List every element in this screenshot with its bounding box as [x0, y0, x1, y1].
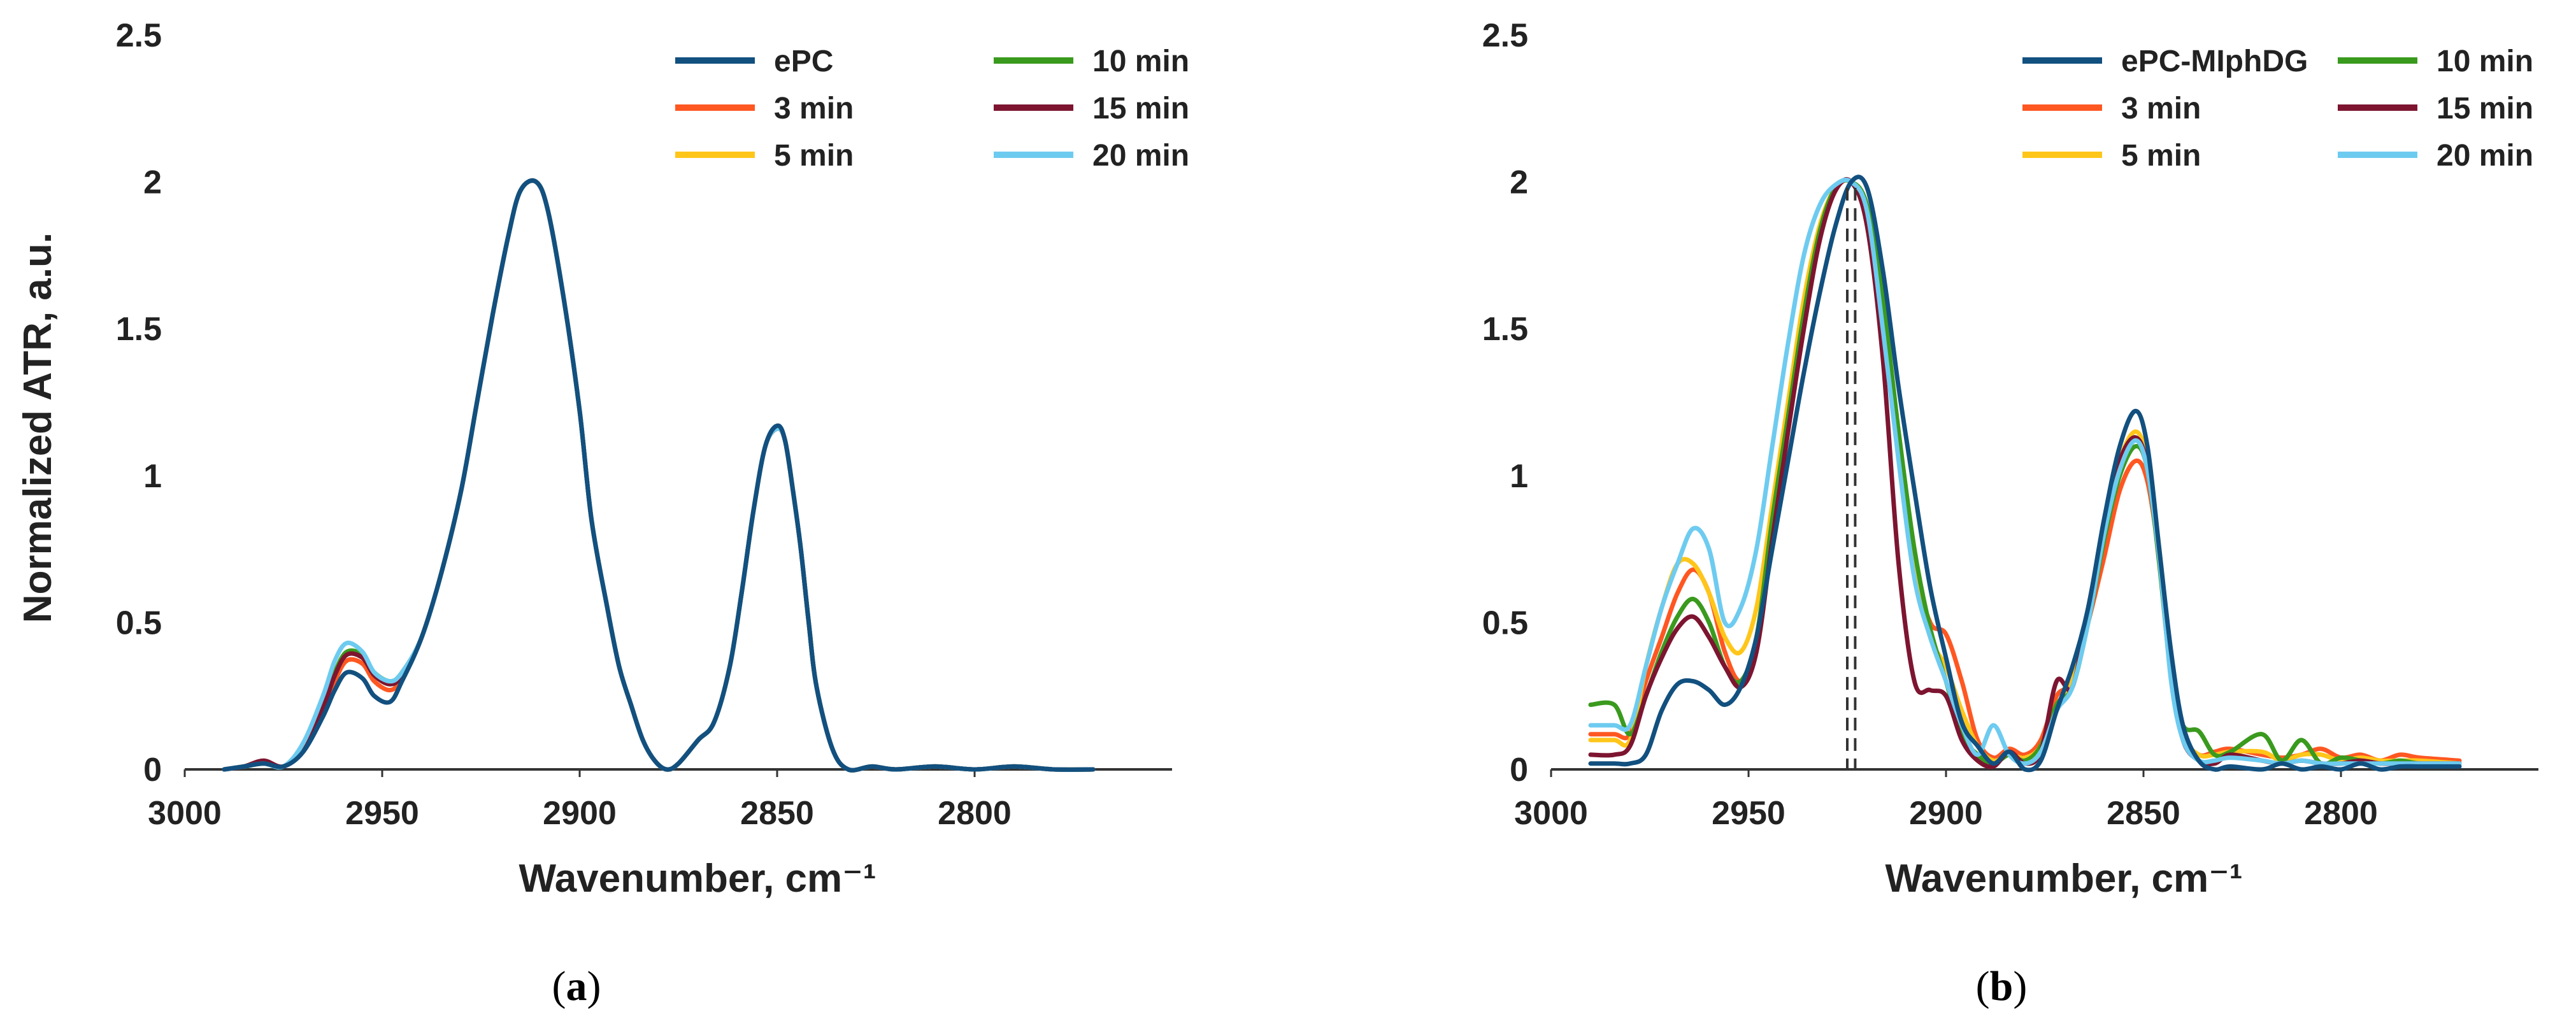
y-tick-label: 0.5 — [1482, 604, 1528, 641]
x-tick-label: 2850 — [740, 795, 814, 832]
series-line-20-min — [222, 178, 1096, 773]
legend-label: 15 min — [1092, 92, 1189, 125]
y-axis-title: Normalized ATR, a.u. — [16, 232, 60, 623]
legend-label: 10 min — [1092, 45, 1189, 78]
legend-label: ePC — [774, 45, 833, 78]
y-tick-label: 2 — [143, 164, 162, 201]
x-tick-label: 3000 — [148, 795, 222, 832]
caption-a: (a) — [552, 963, 601, 1010]
x-tick-label: 2900 — [543, 795, 617, 832]
legend-label: 3 min — [2121, 92, 2201, 125]
legend-label: ePC-MIphDG — [2121, 45, 2308, 78]
x-tick-label: 2800 — [938, 795, 1012, 832]
series-line-3-min — [1588, 178, 2462, 763]
y-tick-label: 1 — [143, 458, 162, 495]
legend-label: 20 min — [2436, 139, 2533, 173]
y-tick-label: 1.5 — [116, 311, 162, 348]
y-tick-label: 2 — [1510, 164, 1528, 201]
y-tick-label: 2.5 — [1482, 17, 1528, 54]
series-line-5-min — [222, 178, 1096, 773]
x-tick-label: 3000 — [1514, 795, 1588, 832]
series-line-20-min — [1588, 177, 2462, 766]
y-tick-label: 1 — [1510, 458, 1528, 495]
y-tick-label: 0 — [143, 752, 162, 789]
legend-label: 15 min — [2436, 92, 2533, 125]
legend-label: 3 min — [774, 92, 854, 125]
legend-label: 5 min — [774, 139, 854, 173]
y-tick-label: 0 — [1510, 752, 1528, 789]
x-tick-label: 2950 — [1712, 795, 1785, 832]
y-tick-label: 1.5 — [1482, 311, 1528, 348]
series-line-10-min — [222, 178, 1096, 773]
panel-b-chart: 0 0.5 1 1.5 2 2.5 3000 2950 2900 2850 2800 Wavenumb… — [1482, 17, 2538, 901]
series-line-15-min — [1588, 177, 2462, 769]
y-tick-label: 0.5 — [116, 604, 162, 641]
legend-label: 20 min — [1092, 139, 1189, 173]
series-line-epc — [222, 178, 1096, 773]
panel-a-chart: 0 0.5 1 1.5 2 2.5 3000 2950 2900 2850 2800 Wavenumb… — [16, 17, 1189, 901]
x-axis-title: Wavenumber, cm⁻¹ — [1885, 857, 2242, 901]
x-axis-title: Wavenumber, cm⁻¹ — [519, 857, 876, 901]
series-line-3-min — [222, 178, 1096, 773]
x-tick-label: 2800 — [2304, 795, 2378, 832]
caption-b: (b) — [1976, 963, 2028, 1010]
series-line-15-min — [222, 178, 1096, 773]
legend-label: 5 min — [2121, 139, 2201, 173]
series-line-epc-miphdg — [1588, 175, 2462, 773]
legend-label: 10 min — [2436, 45, 2533, 78]
series-line-5-min — [1588, 178, 2462, 766]
x-tick-label: 2900 — [1909, 795, 1983, 832]
y-tick-label: 2.5 — [116, 17, 162, 54]
x-tick-label: 2950 — [345, 795, 419, 832]
x-tick-label: 2850 — [2107, 795, 2180, 832]
series-line-10-min — [1588, 178, 2462, 767]
